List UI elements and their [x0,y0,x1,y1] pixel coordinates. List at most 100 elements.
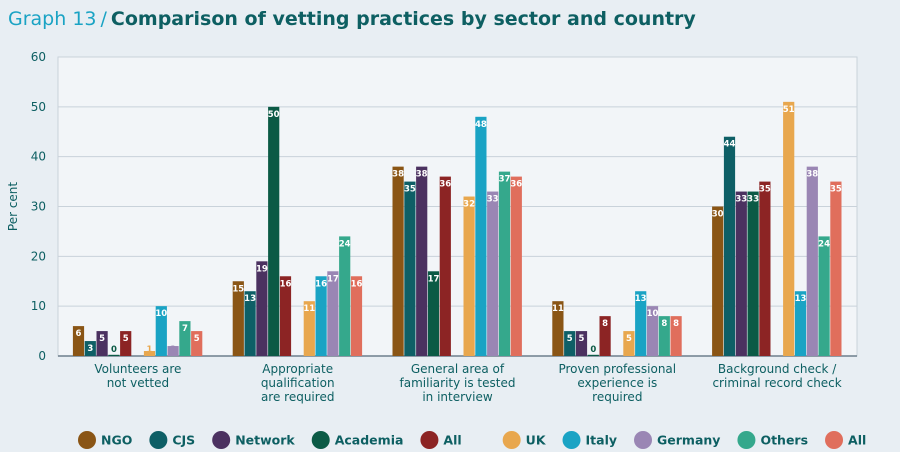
bar-value-label: 19 [256,264,268,274]
y-tick-label: 10 [31,299,46,313]
bar [350,276,363,356]
bar [108,354,120,356]
bar [392,166,404,356]
bar-value-label: 5 [194,334,200,344]
bar [315,276,327,356]
bar [416,166,428,356]
bar [96,331,108,356]
bar [167,346,179,356]
bar-value-label: 16 [351,279,363,289]
bar [179,321,191,356]
title-prefix: Graph 13 [8,8,97,30]
bar [670,316,682,356]
legend-marker [737,431,756,449]
legend-label: All [848,433,866,448]
x-tick-label: criminal record check [712,376,841,390]
y-tick-label: 50 [31,100,46,114]
x-tick-label: qualification [261,376,335,390]
y-axis-label: Per cent [6,182,20,232]
bar-value-label: 33 [487,195,499,205]
bar-value-label: 16 [315,279,327,289]
x-tick-label: experience is [577,376,657,390]
bar-value-label: 7 [182,324,188,334]
title-separator: / [100,8,107,30]
bar [72,326,85,356]
bar-value-label: 48 [475,120,487,130]
bar-value-label: 24 [818,239,830,249]
legend-marker [212,431,231,449]
bar-value-label: 8 [602,319,608,329]
y-tick-label: 40 [31,150,46,164]
bar-value-label: 16 [280,279,292,289]
bar-value-label: 5 [626,334,632,344]
bar-value-label: 36 [510,180,522,190]
bar-value-label: 30 [712,210,724,220]
legend-marker [78,431,96,449]
bar [599,316,611,356]
bar [794,291,807,356]
bar-value-label: 36 [439,180,451,190]
bar [463,196,475,356]
bar-value-label: 5 [99,334,105,344]
x-tick-label: are required [261,390,335,404]
legend-marker [420,431,439,449]
legend-label: UK [526,433,547,448]
bar [487,191,499,356]
bar [818,236,830,356]
bar [404,181,416,356]
bar [268,106,280,356]
chart-title: Graph 13/Comparison of vetting practices… [8,4,696,34]
bar [303,301,315,356]
x-tick-label: familiarity is tested [400,376,516,390]
bar [244,291,256,356]
bar-value-label: 0 [111,345,117,355]
legend-marker [311,431,330,449]
bar-value-label: 51 [783,105,795,115]
bar-value-label: 0 [590,345,596,355]
legend-label: Others [760,433,808,448]
legend-marker [825,431,844,449]
bar-value-label: 32 [463,200,475,210]
bar-value-label: 3 [87,344,93,354]
bar-value-label: 10 [647,309,659,319]
bar-value-label: 13 [244,294,256,304]
y-tick-label: 30 [31,200,46,214]
bar-value-label: 10 [155,309,167,319]
bar-value-label: 2 [170,345,176,355]
bar [623,331,635,356]
bar [747,191,759,356]
bar [339,236,351,356]
bar [759,181,771,356]
bar [723,136,736,356]
bar [830,181,842,356]
legend-label: All [443,433,461,448]
legend-label: Network [235,433,295,448]
legend-marker [562,431,581,449]
bar [498,171,511,356]
bar [712,206,724,356]
bar-value-label: 33 [747,195,759,205]
bar [327,271,339,356]
bar-value-label: 35 [830,185,842,195]
bar [427,271,440,356]
bar-value-label: 15 [232,284,244,294]
bar [806,166,818,356]
bar-value-label: 24 [339,239,351,249]
bar [143,351,156,356]
x-tick-label: Appropriate [262,362,333,376]
bar-value-label: 17 [327,274,339,284]
bar [635,291,647,356]
bar-value-label: 13 [635,294,647,304]
bar [658,316,670,356]
title-main: Comparison of vetting practices by secto… [110,8,696,30]
bar-value-label: 35 [404,185,416,195]
bar-value-label: 5 [579,334,585,344]
bar [646,306,659,356]
x-tick-label: Proven professional [558,362,676,376]
y-tick-label: 60 [31,50,46,64]
legend-label: Germany [657,433,720,448]
bar [155,306,167,356]
bar-value-label: 38 [392,170,404,180]
legend-marker [502,431,521,449]
